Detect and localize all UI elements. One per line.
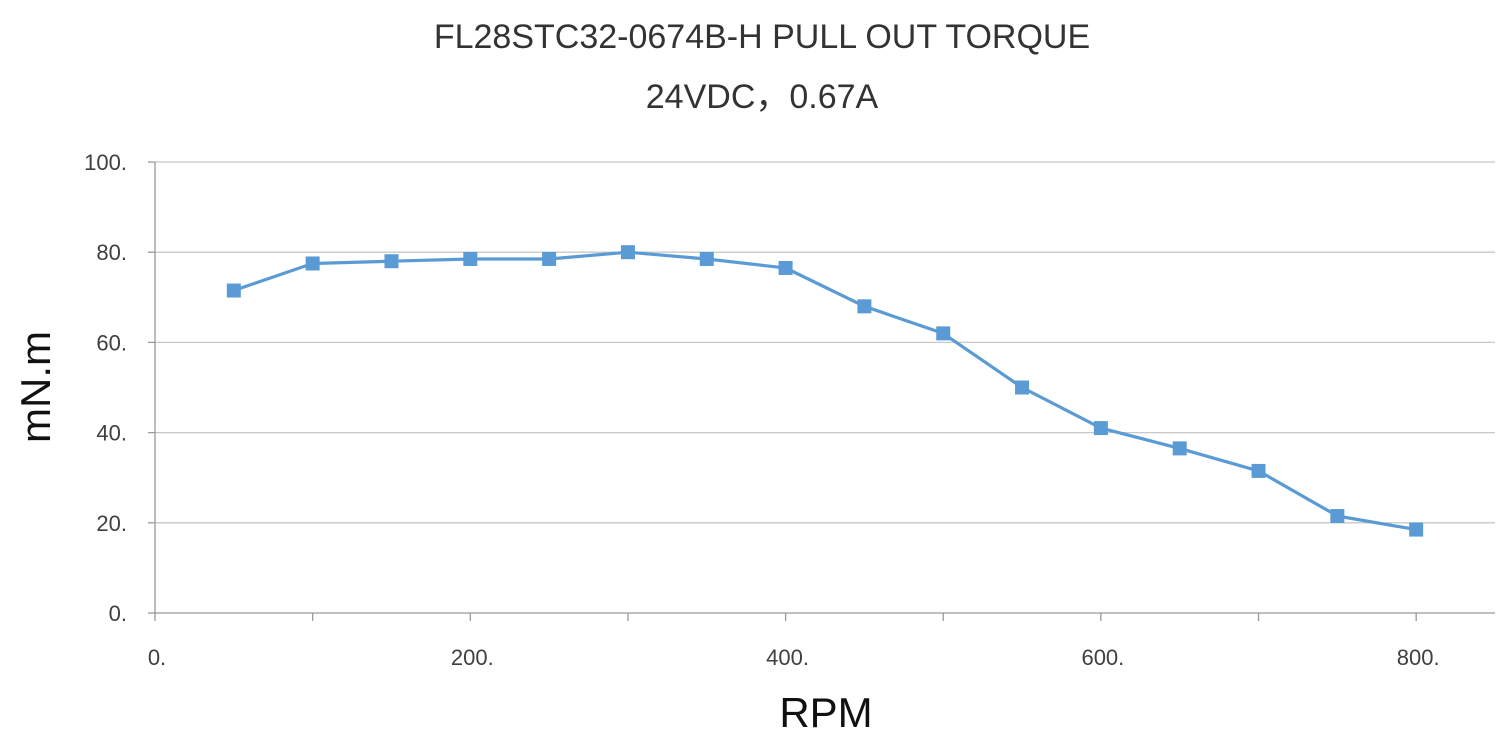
- data-point: [1330, 509, 1345, 524]
- data-point: [857, 299, 872, 314]
- data-point: [778, 260, 793, 275]
- data-point: [1172, 441, 1187, 456]
- data-point: [1093, 421, 1108, 436]
- y-axis-tick-labels: 0. 20. 40. 60. 80. 100.: [84, 150, 127, 626]
- x-axis-tick-labels: 0. 200. 400. 600. 800.: [148, 645, 1440, 670]
- chart-title: FL28STC32-0674B-H PULL OUT TORQUE: [434, 18, 1090, 56]
- series-line: [233, 250, 1417, 532]
- data-point: [936, 326, 951, 341]
- data-point: [620, 245, 635, 260]
- x-tick-label: 0.: [148, 645, 166, 670]
- y-tick-label: 60.: [96, 330, 127, 355]
- x-tick-label: 200.: [451, 645, 494, 670]
- x-tick-label: 400.: [766, 645, 809, 670]
- y-tick-label: 0.: [109, 601, 127, 626]
- data-point: [384, 254, 399, 269]
- x-tick-label: 800.: [1397, 645, 1440, 670]
- y-tick-label: 100.: [84, 150, 127, 175]
- data-point: [1409, 522, 1424, 537]
- data-point: [463, 251, 478, 266]
- axes: [148, 161, 1495, 621]
- data-point: [699, 251, 714, 266]
- y-tick-label: 40.: [96, 421, 127, 446]
- data-point: [1251, 463, 1266, 478]
- chart-subtitle: 24VDC，0.67A: [646, 78, 879, 116]
- data-point: [1015, 380, 1030, 395]
- x-tick-label: 600.: [1081, 645, 1124, 670]
- data-point: [542, 251, 557, 266]
- x-axis-title: RPM: [779, 689, 872, 736]
- y-tick-label: 20.: [96, 511, 127, 536]
- data-point: [305, 256, 320, 271]
- y-axis-title: mN.m: [12, 331, 59, 443]
- data-point: [226, 283, 241, 298]
- data-series: [226, 245, 1424, 537]
- y-tick-label: 80.: [96, 240, 127, 265]
- gridlines: [155, 161, 1495, 524]
